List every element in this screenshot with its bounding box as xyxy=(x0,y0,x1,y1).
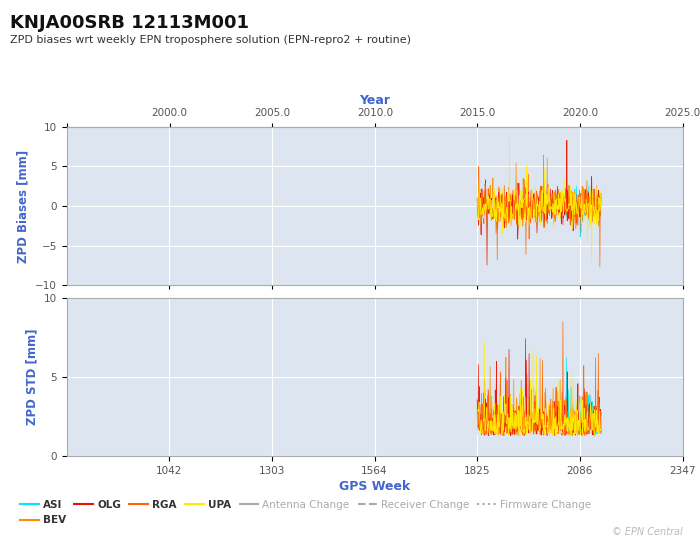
Y-axis label: ZPD Biases [mm]: ZPD Biases [mm] xyxy=(16,150,29,262)
X-axis label: GPS Week: GPS Week xyxy=(339,480,410,493)
Legend: ASI, BEV, OLG, RGA, UPA, Antenna Change, Receiver Change, Firmware Change: ASI, BEV, OLG, RGA, UPA, Antenna Change,… xyxy=(15,496,596,529)
Text: ZPD biases wrt weekly EPN troposphere solution (EPN-repro2 + routine): ZPD biases wrt weekly EPN troposphere so… xyxy=(10,35,412,45)
X-axis label: Year: Year xyxy=(359,94,390,107)
Text: KNJA00SRB 12113M001: KNJA00SRB 12113M001 xyxy=(10,14,249,31)
Y-axis label: ZPD STD [mm]: ZPD STD [mm] xyxy=(25,329,38,426)
Text: © EPN Central: © EPN Central xyxy=(612,527,682,537)
